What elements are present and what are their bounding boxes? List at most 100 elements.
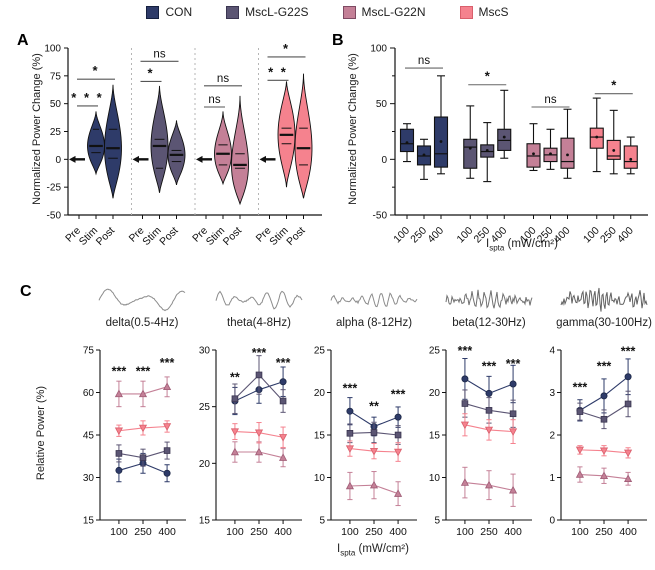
- point-MscL-G22N-250: [138, 389, 148, 398]
- subplot-title-delta: delta(0.5-4Hz): [105, 317, 179, 329]
- svg-text:5: 5: [434, 516, 440, 527]
- beta-waveform-icon: [444, 285, 534, 315]
- subplot-0: 15 30 45 60 75 100 250 400 *** *** ***: [83, 346, 186, 538]
- point-MscL-G22N-400: [279, 453, 288, 461]
- point-MscL-G22N-400: [624, 474, 633, 482]
- svg-text:***: ***: [252, 346, 267, 360]
- legend-label-con: CON: [165, 5, 193, 19]
- gamma-waveform-icon: [559, 285, 649, 315]
- svg-text:400: 400: [389, 526, 407, 538]
- svg-text:250: 250: [250, 526, 268, 538]
- point-CON-400: [163, 469, 171, 477]
- svg-text:20: 20: [429, 388, 441, 399]
- svg-text:25: 25: [199, 402, 211, 413]
- point-MscL-G22N-400: [394, 489, 403, 497]
- panel-b-x-axis-label-unit: (mW/cm²): [504, 238, 558, 250]
- svg-text:***: ***: [621, 345, 636, 359]
- svg-text:50: 50: [50, 99, 62, 110]
- svg-text:*: *: [611, 78, 617, 93]
- svg-text:60: 60: [83, 388, 95, 399]
- point-MscL-G22S-100: [576, 408, 584, 415]
- svg-text:*: *: [283, 41, 290, 56]
- svg-text:15: 15: [199, 516, 211, 527]
- point-MscL-G22N-100: [230, 447, 239, 456]
- violin-MscL-G22N-Post: [231, 95, 249, 206]
- subplot-title-alpha: alpha (8-12Hz): [335, 317, 413, 329]
- violin-CON-Stim: [87, 111, 105, 176]
- panel-b-x-axis-label-prefix: I: [486, 238, 490, 250]
- svg-text:400: 400: [488, 225, 509, 246]
- point-MscL-G22N-400: [509, 485, 518, 494]
- svg-text:**: **: [369, 399, 379, 413]
- svg-text:***: ***: [343, 382, 358, 396]
- panel-b-letter: B: [332, 32, 344, 49]
- point-MscS-400: [279, 434, 288, 442]
- svg-text:**: **: [230, 371, 240, 385]
- subplot-title-gamma: gamma(30-100Hz): [556, 317, 652, 329]
- point-MscL-G22N-100: [460, 478, 469, 486]
- legend-item-mscl-g22s: MscL-G22S: [226, 5, 309, 19]
- delta-waveform-icon: [97, 285, 187, 315]
- point-MscL-G22S-100: [461, 400, 469, 407]
- svg-text:-50: -50: [47, 211, 62, 222]
- box-MscL-G22N-400: [560, 137, 575, 169]
- legend-label-mscl-g22s: MscL-G22S: [245, 5, 309, 19]
- panel-c-x-axis-label: Ispta (mW/cm²): [288, 543, 458, 557]
- point-MscL-G22S-400: [163, 447, 171, 454]
- legend-label-mscs: MscS: [478, 5, 509, 19]
- subplot-title-theta: theta(4-8Hz): [227, 317, 291, 329]
- point-MscS-100: [460, 421, 469, 430]
- point-MscL-G22S-250: [370, 429, 378, 436]
- svg-text:10: 10: [429, 473, 441, 484]
- point-MscL-G22N-100: [114, 389, 123, 398]
- svg-text:ns: ns: [418, 55, 430, 67]
- point-MscS-100: [114, 427, 123, 436]
- svg-text:400: 400: [552, 225, 573, 246]
- svg-text:0: 0: [549, 516, 555, 527]
- legend-item-mscs: MscS: [459, 5, 509, 19]
- point-CON-250: [600, 392, 608, 400]
- svg-text:100: 100: [44, 44, 61, 55]
- point-MscL-G22N-250: [254, 447, 264, 456]
- panel-c-x-axis-label-prefix: I: [337, 543, 341, 555]
- point-CON-400: [509, 380, 517, 388]
- svg-text:400: 400: [274, 526, 292, 538]
- svg-text:25: 25: [314, 346, 326, 357]
- svg-text:0: 0: [55, 155, 61, 166]
- point-MscS-250: [484, 426, 494, 435]
- legend-swatch-mscl-g22s-icon: [226, 5, 240, 19]
- violin-CON-Post: [104, 84, 122, 199]
- svg-text:100: 100: [341, 526, 359, 538]
- svg-text:1: 1: [549, 473, 555, 484]
- point-MscL-G22N-400: [163, 382, 172, 391]
- svg-text:30: 30: [199, 346, 211, 357]
- point-CON-400: [279, 378, 287, 386]
- svg-text:-50: -50: [373, 211, 388, 222]
- svg-text:75: 75: [50, 71, 62, 82]
- svg-text:***: ***: [391, 387, 406, 401]
- point-MscL-G22S-400: [394, 431, 402, 439]
- svg-text:10: 10: [314, 473, 326, 484]
- point-MscS-400: [394, 448, 403, 457]
- svg-text:ns: ns: [208, 94, 220, 106]
- point-MscL-G22S-400: [624, 400, 632, 408]
- svg-text:Post: Post: [221, 225, 244, 248]
- svg-text:400: 400: [619, 526, 637, 538]
- panel-c-letter: C: [20, 283, 32, 300]
- panel-b-x-axis-label-sub: spta: [489, 243, 505, 253]
- point-MscL-G22N-100: [345, 481, 354, 490]
- point-MscL-G22S-100: [231, 395, 239, 403]
- svg-text:* * *: * * *: [71, 90, 103, 105]
- svg-text:***: ***: [458, 344, 473, 358]
- point-CON-100: [346, 407, 354, 415]
- point-MscL-G22N-250: [599, 471, 609, 479]
- svg-text:45: 45: [83, 431, 95, 442]
- subplot-4: 0 1 2 3 4 100 250 400 *** *** ***: [549, 345, 647, 538]
- svg-text:***: ***: [482, 359, 497, 373]
- point-MscL-G22S-400: [509, 410, 517, 418]
- point-MscS-100: [230, 428, 239, 437]
